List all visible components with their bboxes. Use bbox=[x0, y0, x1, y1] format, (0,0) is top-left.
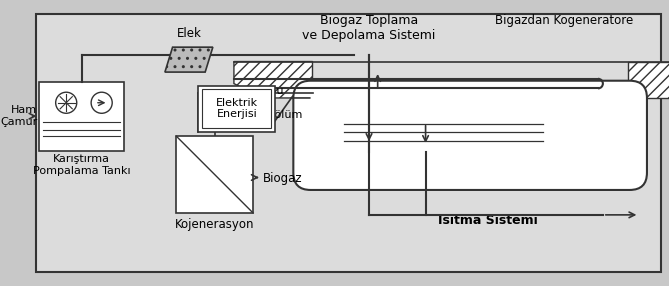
Bar bbox=[39, 82, 124, 151]
Text: Bigazdan Kogeneratore: Bigazdan Kogeneratore bbox=[496, 14, 634, 27]
Bar bbox=[202, 89, 272, 128]
Text: Katı Bölüm: Katı Bölüm bbox=[242, 110, 302, 120]
Text: Elek: Elek bbox=[177, 27, 201, 39]
Text: Elektrik
Enerjisi: Elektrik Enerjisi bbox=[215, 98, 258, 119]
Text: Ham
Çamur: Ham Çamur bbox=[0, 105, 37, 127]
Text: Isıtma Sistemi: Isıtma Sistemi bbox=[438, 214, 538, 227]
Bar bbox=[199, 86, 275, 132]
Bar bbox=[177, 136, 253, 213]
Text: Biogaz: Biogaz bbox=[263, 172, 302, 185]
Text: Kojenerasyon: Kojenerasyon bbox=[175, 218, 254, 231]
Polygon shape bbox=[628, 61, 669, 98]
Polygon shape bbox=[234, 61, 312, 98]
Text: Biogaz Toplama
ve Depolama Sistemi: Biogaz Toplama ve Depolama Sistemi bbox=[302, 14, 436, 42]
Polygon shape bbox=[165, 47, 213, 72]
FancyBboxPatch shape bbox=[293, 81, 647, 190]
Text: Karıştırma
Pompalama Tankı: Karıştırma Pompalama Tankı bbox=[33, 154, 130, 176]
Text: Sıcak Su: Sıcak Su bbox=[236, 86, 284, 96]
